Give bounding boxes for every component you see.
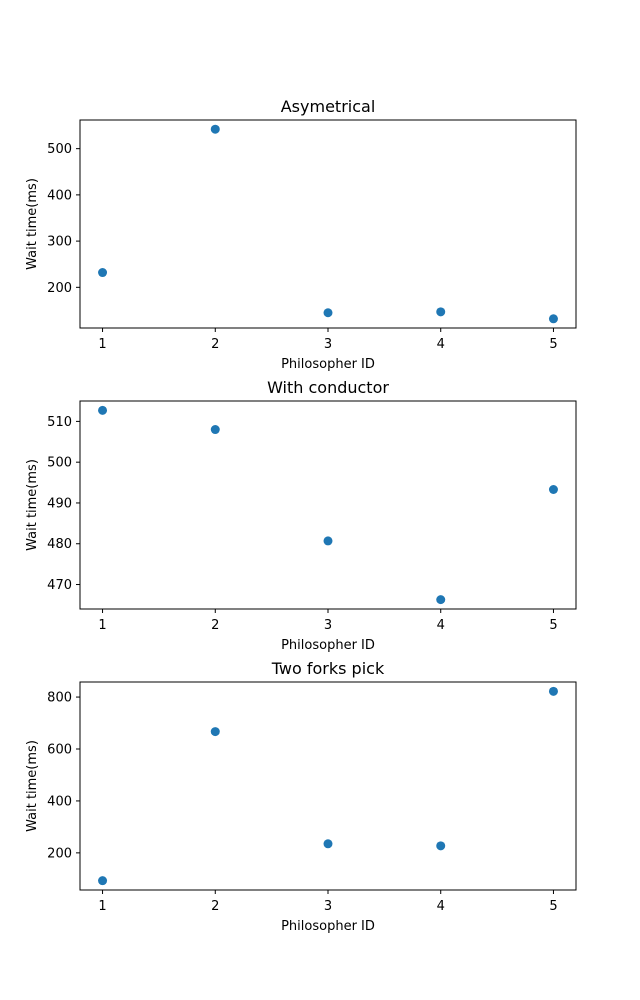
x-axis-label: Philosopher ID (281, 919, 375, 934)
x-tick-label: 4 (437, 337, 445, 352)
x-tick-label: 5 (549, 337, 557, 352)
y-tick-label: 300 (47, 235, 72, 250)
subplot-2: With conductor 1 2 3 4 5 470 480 490 500 510 Philos… (25, 378, 577, 653)
data-point (548, 314, 558, 324)
data-point (548, 485, 558, 495)
data-point (436, 307, 446, 317)
y-tick-label: 200 (47, 281, 72, 296)
x-axis-label: Philosopher ID (281, 638, 375, 653)
data-point (98, 405, 108, 415)
x-tick-label: 1 (98, 337, 106, 352)
x-tick-label: 1 (98, 618, 106, 633)
data-point (436, 595, 446, 605)
y-tick-label: 480 (47, 537, 72, 552)
y-tick-label: 400 (47, 188, 72, 203)
y-tick-label: 500 (47, 456, 72, 471)
y-tick-label: 500 (47, 142, 72, 157)
x-tick-label: 3 (324, 618, 332, 633)
axes-frame (79, 119, 577, 329)
x-tick-label: 3 (324, 337, 332, 352)
data-point (323, 308, 333, 318)
y-tick-label: 800 (47, 691, 72, 706)
axes-frame (79, 400, 577, 610)
chart-title: Asymetrical (281, 97, 376, 116)
x-tick-label: 5 (549, 618, 557, 633)
x-tick-label: 2 (211, 618, 219, 633)
data-point (323, 536, 333, 546)
data-point (323, 839, 333, 849)
data-point (98, 268, 108, 278)
y-tick-label: 490 (47, 496, 72, 511)
x-tick-label: 4 (437, 899, 445, 914)
y-axis-label: Wait time(ms) (25, 459, 40, 551)
y-tick-label: 510 (47, 415, 72, 430)
y-tick-label: 600 (47, 742, 72, 757)
subplot-3: Two forks pick 1 2 3 4 5 200 400 600 800 Philosoph… (25, 659, 577, 934)
data-point (98, 876, 108, 886)
data-point (548, 686, 558, 696)
x-tick-label: 5 (549, 899, 557, 914)
x-tick-label: 3 (324, 899, 332, 914)
data-point (210, 425, 220, 435)
chart-title: With conductor (267, 378, 389, 397)
x-tick-label: 2 (211, 337, 219, 352)
subplot-1: Asymetrical 1 2 3 4 5 200 300 400 500 Philosopher … (25, 97, 577, 372)
y-tick-label: 200 (47, 846, 72, 861)
y-axis-label: Wait time(ms) (25, 740, 40, 832)
data-point (436, 841, 446, 851)
data-point (210, 124, 220, 134)
y-tick-label: 400 (47, 794, 72, 809)
x-tick-label: 1 (98, 899, 106, 914)
x-tick-label: 2 (211, 899, 219, 914)
x-axis-label: Philosopher ID (281, 357, 375, 372)
y-axis-label: Wait time(ms) (25, 178, 40, 270)
y-tick-label: 470 (47, 578, 72, 593)
axes-frame (79, 681, 577, 891)
chart-title: Two forks pick (271, 659, 385, 678)
data-point (210, 727, 220, 737)
x-tick-label: 4 (437, 618, 445, 633)
